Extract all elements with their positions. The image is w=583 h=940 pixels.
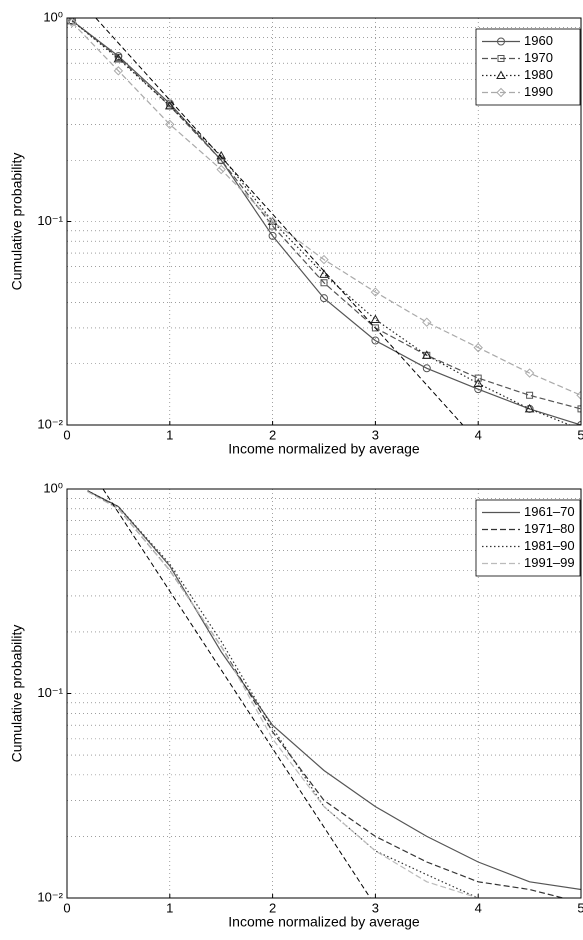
x-tick-label: 5	[577, 900, 583, 915]
y-axis-label: Cumulative probability	[9, 625, 25, 763]
legend: 1960 1970 1980 1990	[476, 29, 580, 105]
x-axis-label: Income normalized by average	[228, 914, 420, 930]
x-tick-label: 1	[166, 427, 173, 442]
y-tick-label: 10⁰	[43, 9, 63, 24]
legend: 1961–70 1971–80 1981–90 1991–99	[476, 500, 580, 576]
x-tick-label: 0	[63, 900, 70, 915]
x-tick-label: 0	[63, 427, 70, 442]
y-axis-label: Cumulative probability	[9, 153, 25, 291]
x-tick-label: 4	[475, 427, 482, 442]
legend-label: 1960	[524, 33, 553, 48]
legend-label: 1990	[524, 84, 553, 99]
y-tick-label: 10⁻¹	[37, 213, 63, 228]
x-tick-label: 1	[166, 900, 173, 915]
x-tick-label: 4	[475, 900, 482, 915]
y-tick-label: 10⁻¹	[37, 685, 63, 700]
legend-label: 1991–99	[524, 555, 575, 570]
x-tick-label: 5	[577, 427, 583, 442]
legend-label: 1970	[524, 50, 553, 65]
legend-label: 1971–80	[524, 521, 575, 536]
y-tick-label: 10⁰	[43, 480, 63, 495]
y-tick-label: 10⁻²	[37, 416, 63, 431]
legend-label: 1981–90	[524, 538, 575, 553]
x-axis-label: Income normalized by average	[228, 441, 420, 457]
y-tick-label: 10⁻²	[37, 889, 63, 904]
legend-label: 1980	[524, 67, 553, 82]
legend-label: 1961–70	[524, 504, 575, 519]
